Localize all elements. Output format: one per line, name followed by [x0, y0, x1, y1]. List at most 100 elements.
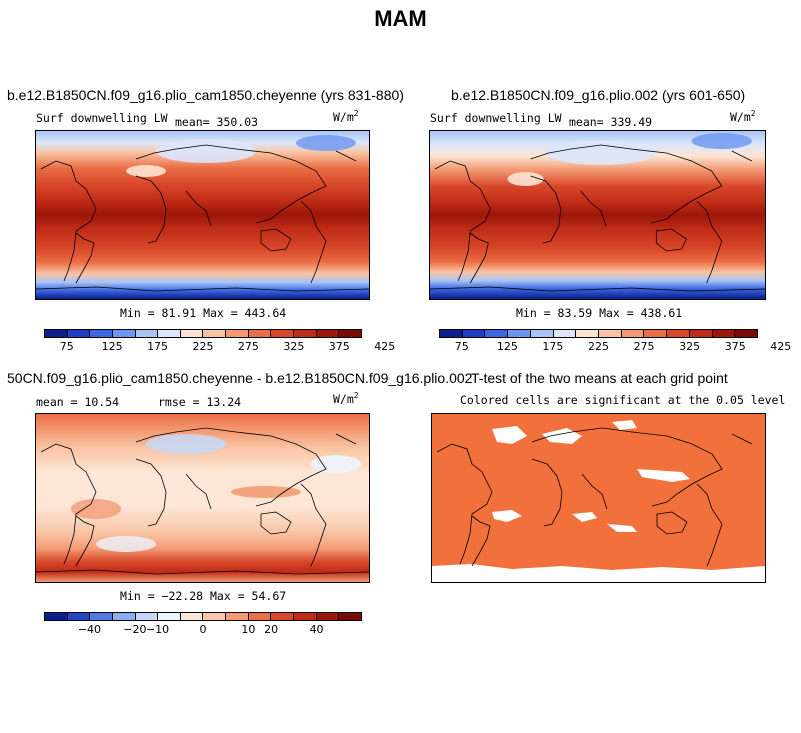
colorbar-tick-label: 10 — [241, 623, 256, 636]
colorbar-swatch — [712, 330, 736, 337]
colorbar-tick-label: 375 — [724, 340, 746, 353]
colorbar-swatch — [67, 613, 91, 620]
panel3-rmse: rmse = 13.24 — [158, 395, 242, 409]
colorbar-swatch — [180, 330, 204, 337]
colorbar-tick-label: 325 — [679, 340, 701, 353]
panel4-map-svg — [432, 414, 765, 582]
panel4-subtitle: Colored cells are significant at the 0.0… — [460, 393, 786, 407]
colorbar-tick-label: 125 — [496, 340, 518, 353]
colorbar-swatch — [644, 330, 668, 337]
colorbar-tick-label: 325 — [283, 340, 305, 353]
colorbar-swatch — [508, 330, 531, 337]
panel1-map — [35, 130, 370, 300]
colorbar-tick-label: 0 — [199, 623, 207, 636]
panel2-units: W/m2 — [730, 109, 756, 124]
colorbar-swatch — [226, 330, 249, 337]
colorbar-tick-label: −40 — [77, 623, 102, 636]
colorbar-tick-label: 75 — [454, 340, 469, 353]
colorbar-swatch — [440, 330, 463, 337]
panel2-coastlines — [430, 144, 765, 292]
panel3-title: 50CN.f09_g16.plio_cam1850.cheyenne - b.e… — [7, 370, 473, 386]
colorbar-swatch — [339, 613, 361, 620]
panel2-colorbar-ticks: 75 125 175 225 275 325 375 425 — [439, 340, 792, 354]
panel3-mean: mean = 10.54 — [36, 395, 120, 409]
panel1-mean: mean= 350.03 — [175, 115, 259, 129]
colorbar-swatch — [530, 330, 554, 337]
colorbar-swatch — [339, 330, 361, 337]
panel2-colorbar — [439, 329, 758, 338]
panel1-variable: Surf downwelling LW — [36, 111, 168, 125]
panel3-minmax: Min = −22.28 Max = 54.67 — [120, 589, 287, 603]
panel2-variable: Surf downwelling LW — [430, 111, 562, 125]
colorbar-swatch — [294, 613, 317, 620]
panel3-map-svg — [36, 414, 369, 582]
colorbar-swatch — [735, 330, 758, 337]
colorbar-swatch — [316, 330, 340, 337]
panel2-mean: mean= 339.49 — [569, 115, 653, 129]
colorbar-tick-label: 175 — [542, 340, 564, 353]
panel1-units: W/m2 — [333, 109, 359, 124]
colorbar-swatch — [135, 330, 159, 337]
colorbar-tick-label: 175 — [147, 340, 169, 353]
colorbar-swatch — [485, 330, 509, 337]
colorbar-swatch — [689, 330, 713, 337]
colorbar-swatch — [621, 330, 645, 337]
panel2-minmax: Min = 83.59 Max = 438.61 — [516, 306, 683, 320]
colorbar-swatch — [112, 613, 136, 620]
colorbar-swatch — [553, 330, 577, 337]
colorbar-swatch — [180, 613, 204, 620]
colorbar-tick-label: −10 — [145, 623, 170, 636]
colorbar-tick-label: 375 — [328, 340, 350, 353]
colorbar-swatch — [158, 613, 181, 620]
colorbar-swatch — [226, 613, 249, 620]
colorbar-swatch — [248, 613, 272, 620]
colorbar-swatch — [45, 613, 68, 620]
colorbar-swatch — [90, 613, 113, 620]
colorbar-swatch — [667, 330, 690, 337]
colorbar-tick-label: 20 — [264, 623, 279, 636]
colorbar-tick-label: 40 — [309, 623, 324, 636]
colorbar-tick-label: 425 — [770, 340, 792, 353]
colorbar-swatch — [135, 613, 159, 620]
colorbar-tick-label: 125 — [101, 340, 123, 353]
panel4-map — [431, 413, 766, 583]
colorbar-swatch — [203, 330, 227, 337]
panel3-map — [35, 413, 370, 583]
panel1-title: b.e12.B1850CN.f09_g16.plio_cam1850.cheye… — [7, 87, 404, 103]
colorbar-swatch — [248, 330, 272, 337]
panel3-colorbar — [44, 612, 362, 621]
panel3-units: W/m2 — [333, 391, 359, 406]
panel2-map-svg — [430, 131, 765, 299]
panel3-coastlines — [36, 427, 369, 575]
panel4-title: T-test of the two means at each grid poi… — [471, 370, 728, 386]
colorbar-tick-label: 275 — [633, 340, 655, 353]
panel1-colorbar — [44, 329, 362, 338]
colorbar-swatch — [203, 613, 227, 620]
panel1-coastlines — [36, 144, 369, 292]
colorbar-swatch — [112, 330, 136, 337]
panel1-minmax: Min = 81.91 Max = 443.64 — [120, 306, 287, 320]
colorbar-swatch — [576, 330, 600, 337]
colorbar-swatch — [599, 330, 622, 337]
colorbar-tick-label: 275 — [237, 340, 259, 353]
figure-title: MAM — [374, 6, 427, 31]
colorbar-tick-label: 75 — [59, 340, 74, 353]
colorbar-swatch — [271, 613, 295, 620]
panel4-nonsignificant-areas — [432, 420, 765, 582]
colorbar-tick-label: 225 — [588, 340, 609, 353]
colorbar-tick-label: 225 — [192, 340, 214, 353]
colorbar-swatch — [294, 330, 317, 337]
panel2-map — [429, 130, 766, 300]
panel1-map-svg — [36, 131, 369, 299]
panel4-coastlines — [436, 427, 753, 567]
panel1-colorbar-ticks: 75 125 175 225 275 325 375 425 — [44, 340, 396, 354]
colorbar-swatch — [67, 330, 91, 337]
colorbar-swatch — [90, 330, 113, 337]
panel2-title: b.e12.B1850CN.f09_g16.plio.002 (yrs 601-… — [451, 87, 746, 103]
colorbar-swatch — [316, 613, 340, 620]
colorbar-swatch — [271, 330, 295, 337]
colorbar-tick-label: 425 — [374, 340, 396, 353]
panel3-colorbar-ticks: −40 −20 −10 0 10 20 40 — [44, 623, 362, 637]
colorbar-swatch — [158, 330, 181, 337]
colorbar-swatch — [462, 330, 486, 337]
